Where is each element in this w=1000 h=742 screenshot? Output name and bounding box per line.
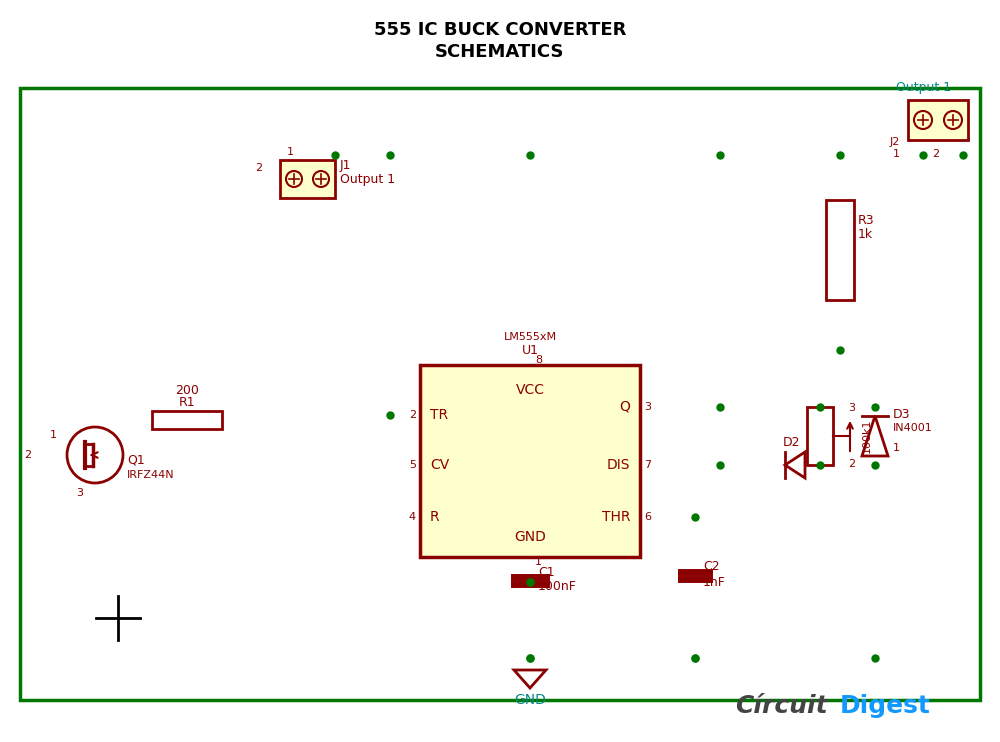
Text: Output 1: Output 1	[896, 82, 951, 94]
Text: 100k1: 100k1	[862, 418, 872, 453]
Text: J1: J1	[340, 160, 352, 172]
Bar	[807, 407, 833, 465]
Text: TR: TR	[430, 408, 448, 422]
Text: GND: GND	[514, 530, 546, 544]
Text: 3: 3	[76, 488, 84, 498]
Bar	[420, 365, 640, 557]
Text: J2: J2	[890, 137, 900, 147]
Text: 6: 6	[644, 512, 651, 522]
Text: CV: CV	[430, 458, 449, 472]
Text: 2: 2	[255, 163, 262, 173]
Bar	[20, 88, 980, 700]
Text: IN4001: IN4001	[893, 423, 933, 433]
Text: Q: Q	[619, 400, 630, 414]
Text: DIS: DIS	[606, 458, 630, 472]
Bar	[280, 160, 335, 198]
Text: IRFZ44N: IRFZ44N	[127, 470, 175, 480]
Text: Q1: Q1	[127, 453, 145, 467]
Text: THR: THR	[602, 510, 630, 524]
Text: 2: 2	[848, 459, 855, 469]
Text: 555 IC BUCK CONVERTER: 555 IC BUCK CONVERTER	[374, 21, 626, 39]
Text: D2: D2	[783, 436, 801, 450]
Text: 200: 200	[175, 384, 199, 396]
Text: Digest: Digest	[840, 694, 931, 718]
Text: VCC: VCC	[516, 383, 544, 397]
Text: 7: 7	[644, 460, 651, 470]
Text: 1k: 1k	[858, 229, 873, 241]
Text: C1: C1	[538, 565, 555, 579]
Bar	[826, 200, 854, 300]
Text: U1: U1	[522, 344, 538, 356]
Text: R: R	[430, 510, 440, 524]
Bar	[152, 411, 222, 429]
Text: SCHEMATICS: SCHEMATICS	[435, 43, 565, 61]
Text: 2: 2	[24, 450, 31, 460]
Text: 2: 2	[409, 410, 416, 420]
Text: R3: R3	[858, 214, 875, 226]
Text: 3: 3	[644, 402, 651, 412]
Text: 4: 4	[409, 512, 416, 522]
Text: GND: GND	[514, 693, 546, 707]
Text: 1nF: 1nF	[703, 576, 726, 588]
Text: 8: 8	[535, 355, 542, 365]
Text: 100nF: 100nF	[538, 580, 577, 594]
Text: LM555xM: LM555xM	[503, 332, 557, 342]
Text: 5: 5	[409, 460, 416, 470]
Text: C2: C2	[703, 560, 720, 574]
Text: 3: 3	[848, 403, 855, 413]
Text: 1: 1	[50, 430, 56, 440]
Text: D3: D3	[893, 407, 910, 421]
Text: 1: 1	[893, 443, 900, 453]
Text: R1: R1	[179, 395, 195, 409]
Text: 1: 1	[287, 147, 294, 157]
Text: 1: 1	[535, 557, 542, 567]
Bar	[908, 100, 968, 140]
Text: 2: 2	[932, 149, 940, 159]
Text: Círcuit: Círcuit	[735, 694, 828, 718]
Text: Output 1: Output 1	[340, 174, 395, 186]
Text: 1: 1	[893, 149, 900, 159]
